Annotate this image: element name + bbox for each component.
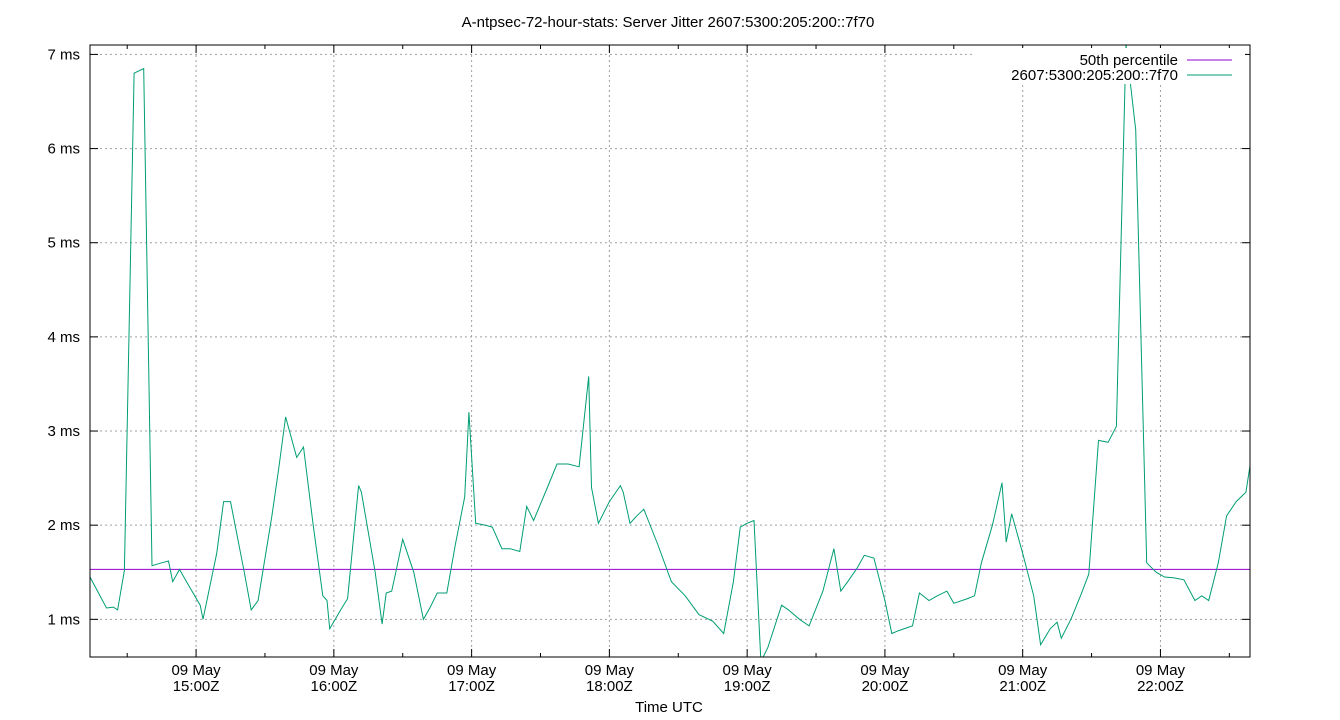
- x-tick-time-label: 19:00Z: [724, 678, 771, 695]
- x-tick-time-label: 16:00Z: [310, 678, 357, 695]
- y-tick-label: 2 ms: [47, 517, 80, 534]
- x-tick-time-label: 15:00Z: [173, 678, 220, 695]
- x-tick-date-label: 09 May: [447, 662, 497, 679]
- legend-label: 2607:5300:205:200::7f70: [1011, 67, 1178, 84]
- x-tick-date-label: 09 May: [860, 662, 910, 679]
- y-tick-label: 1 ms: [47, 611, 80, 628]
- series-lines: [90, 45, 1250, 657]
- x-tick-date-label: 09 May: [1136, 662, 1186, 679]
- x-tick-time-label: 17:00Z: [448, 678, 495, 695]
- x-tick-date-label: 09 May: [723, 662, 773, 679]
- y-tick-label: 6 ms: [47, 141, 80, 158]
- y-tick-label: 3 ms: [47, 423, 80, 440]
- plot-border: [89, 44, 1251, 658]
- x-tick-time-label: 20:00Z: [862, 678, 909, 695]
- y-tick-label: 5 ms: [47, 235, 80, 252]
- x-tick-time-label: 21:00Z: [999, 678, 1046, 695]
- x-tick-date-label: 09 May: [171, 662, 221, 679]
- y-tick-label: 4 ms: [47, 329, 80, 346]
- y-tick-label: 7 ms: [47, 46, 80, 63]
- x-tick-date-label: 09 May: [585, 662, 635, 679]
- legend-background: [975, 48, 1245, 84]
- x-tick-time-label: 22:00Z: [1137, 678, 1184, 695]
- x-tick-time-label: 18:00Z: [586, 678, 633, 695]
- chart-title: A-ntpsec-72-hour-stats: Server Jitter 26…: [462, 14, 875, 31]
- series-jitter-line: [90, 45, 1250, 657]
- x-axis-label: Time UTC: [635, 699, 703, 716]
- legend-label: 50th percentile: [1080, 52, 1178, 69]
- x-tick-date-label: 09 May: [998, 662, 1048, 679]
- x-tick-date-label: 09 May: [309, 662, 359, 679]
